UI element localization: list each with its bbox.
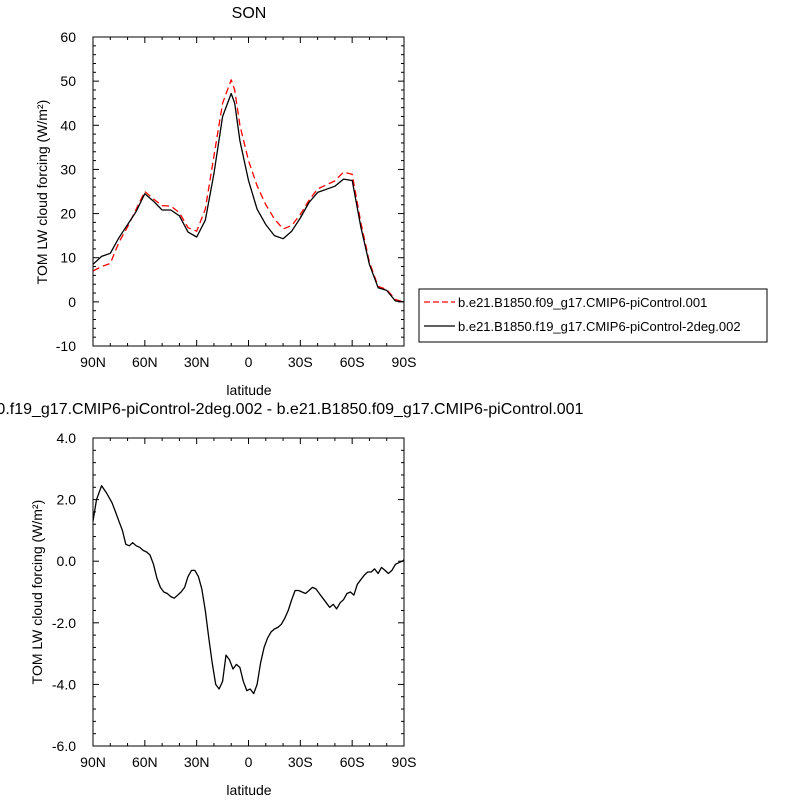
bottom-plot-x-tick-label: 90S [392, 754, 417, 770]
legend-box [418, 288, 768, 343]
top-plot-x-tick-label: 30S [288, 354, 313, 370]
top-plot-y-tick-label: 20 [60, 206, 76, 222]
bottom-plot-y-tick-label: -4.0 [52, 676, 76, 692]
top-plot-y-tick-label: -10 [56, 338, 76, 354]
top-plot-x-tick-label: 30N [184, 354, 210, 370]
bottom-plot-y-tick-label: 2.0 [57, 492, 77, 508]
bottom-plot-y-tick-label: -2.0 [52, 615, 76, 631]
bottom-plot-y-tick-label: 0.0 [57, 553, 77, 569]
bottom-plot-y-tick-label: 4.0 [57, 430, 77, 446]
legend-label-series-1: b.e21.B1850.f09_g17.CMIP6-piControl.001 [458, 295, 707, 310]
bottom-plot-y-axis-title: TOM LW cloud forcing (W/m²) [29, 500, 45, 685]
top-plot-x-tick-label: 60S [340, 354, 365, 370]
bottom-plot-x-tick-label: 30N [184, 754, 210, 770]
bottom-plot-x-axis-title: latitude [226, 782, 271, 798]
bottom-plot-ticks: 90N 60N 30N 0 30S 60S 90S -6.0 -4.0 -2.0 0.0 2.0 4.0 [52, 430, 417, 770]
top-plot-y-tick-label: 60 [60, 29, 76, 45]
legend-label-series-2: b.e21.B1850.f19_g17.CMIP6-piControl-2deg… [458, 319, 741, 334]
bottom-plot-title: b.e21.B1850.f19_g17.CMIP6-piControl-2deg… [0, 401, 584, 418]
top-plot-series-line-2 [92, 92, 405, 303]
bottom-plot-lines [92, 485, 405, 695]
bottom-plot-y-tick-label: -6.0 [52, 738, 76, 754]
bottom-plot: b.e21.B1850.f19_g17.CMIP6-piControl-2deg… [0, 401, 584, 798]
bottom-plot-x-tick-label: 90N [80, 754, 106, 770]
bottom-plot-x-tick-label: 30S [288, 754, 313, 770]
top-plot-x-axis-title: latitude [226, 382, 271, 398]
top-plot-y-tick-label: 0 [68, 294, 76, 310]
top-plot-y-tick-label: 10 [60, 250, 76, 266]
top-plot-y-tick-label: 30 [60, 161, 76, 177]
top-plot-lines [92, 79, 405, 303]
bottom-plot-x-tick-label: 0 [245, 754, 253, 770]
legend: b.e21.B1850.f09_g17.CMIP6-piControl.001 … [418, 288, 768, 343]
top-plot-x-tick-label: 0 [245, 354, 253, 370]
top-plot-series-line-1 [92, 79, 405, 303]
bottom-plot-x-tick-label: 60S [340, 754, 365, 770]
top-plot-x-tick-label: 60N [132, 354, 158, 370]
bottom-plot-frame [92, 437, 405, 747]
top-plot-y-tick-label: 50 [60, 73, 76, 89]
top-plot: SON TOM LW cloud forcing (W/m²) latitude… [34, 5, 416, 398]
top-plot-ticks: 90N 60N 30N 0 30S 60S 90S -10 0 10 20 30 40 50 60 [56, 29, 417, 370]
top-plot-y-axis-title: TOM LW cloud forcing (W/m²) [34, 100, 50, 285]
bottom-plot-x-tick-label: 60N [132, 754, 158, 770]
top-plot-x-tick-label: 90S [392, 354, 417, 370]
top-plot-title: SON [232, 5, 267, 22]
bottom-plot-series-line-1 [92, 485, 405, 695]
top-plot-frame [92, 36, 405, 347]
top-plot-x-tick-label: 90N [80, 354, 106, 370]
top-plot-y-tick-label: 40 [60, 117, 76, 133]
